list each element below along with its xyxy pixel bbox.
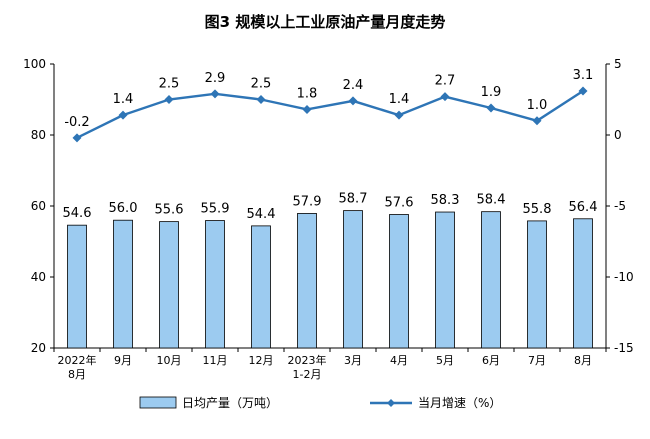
bar-data-label: 58.7 <box>339 192 368 207</box>
bar <box>251 225 271 349</box>
y-left-tick-label: 40 <box>31 270 46 284</box>
bar <box>435 211 455 349</box>
legend: 日均产量（万吨） 当月增速（%） <box>139 396 501 410</box>
bar-data-label: 56.4 <box>569 200 598 215</box>
line-data-label: 2.5 <box>159 77 180 92</box>
bar <box>113 219 133 349</box>
line-data-label: 1.8 <box>297 86 318 101</box>
line-point <box>486 103 496 113</box>
line-data-label: 2.9 <box>205 71 226 86</box>
y-left-tick-label: 20 <box>31 341 46 355</box>
line-data-label: 2.4 <box>343 78 364 93</box>
line-point <box>210 89 220 99</box>
y-right-tick-label: 5 <box>614 57 622 71</box>
bar <box>389 214 409 349</box>
bar-data-label: 55.8 <box>523 202 552 217</box>
bar <box>159 221 179 349</box>
bar-data-label: 58.3 <box>431 193 460 208</box>
line-data-label: 2.7 <box>435 74 456 89</box>
y-left-tick-label: 100 <box>23 57 46 71</box>
bar <box>527 220 547 349</box>
bar <box>343 210 363 349</box>
bar-data-label: 57.9 <box>293 194 322 209</box>
x-tick-label: 2023年 <box>288 353 327 367</box>
line-point <box>394 110 404 120</box>
bar <box>481 211 501 349</box>
legend-line-label: 当月增速（%） <box>418 396 501 410</box>
legend-bar-swatch <box>139 396 177 409</box>
chart-title: 图3 规模以上工业原油产量月度走势 <box>205 13 446 31</box>
line-series <box>72 86 588 143</box>
line-data-label: 1.0 <box>527 98 548 113</box>
x-tick-label: 11月 <box>203 354 228 367</box>
line-data-label: 1.9 <box>481 85 502 100</box>
x-tick-label: 3月 <box>344 354 362 367</box>
line-point <box>440 92 450 102</box>
bar <box>205 220 225 349</box>
line-point <box>302 104 312 114</box>
x-tick-label: 6月 <box>482 354 500 367</box>
y-right-tick-label: -10 <box>614 270 634 284</box>
data-labels: 54.6 56.0 55.6 55.9 54.4 57.9 58.7 57.6 58.3 58.4… <box>63 68 598 222</box>
x-tick-label: 9月 <box>114 354 132 367</box>
x-tick-label: 1-2月 <box>293 368 322 381</box>
line-data-label: 3.1 <box>573 68 594 83</box>
line-path <box>76 89 584 139</box>
line-point <box>256 95 266 104</box>
x-tick-label: 8月 <box>574 354 592 367</box>
x-tick-label: 10月 <box>157 354 182 367</box>
legend-line-marker <box>387 399 395 407</box>
line-point <box>348 96 358 106</box>
line-point <box>532 116 542 126</box>
x-tick-label: 12月 <box>249 354 274 367</box>
line-data-label: -0.2 <box>64 115 89 130</box>
line-point <box>118 110 128 120</box>
line-data-label: 1.4 <box>113 92 134 107</box>
bar-series <box>67 210 593 349</box>
bar <box>297 213 317 349</box>
x-tick-label: 8月 <box>68 368 86 381</box>
bar-data-label: 54.6 <box>63 206 92 221</box>
line-point <box>72 133 82 143</box>
line-data-label: 1.4 <box>389 92 410 107</box>
bar-data-label: 58.4 <box>477 193 506 208</box>
x-tick-label: 7月 <box>528 354 546 367</box>
x-tick-label: 5月 <box>436 354 454 367</box>
bar-data-label: 56.0 <box>109 201 138 216</box>
line-point <box>578 86 588 96</box>
bar-data-label: 57.6 <box>385 196 414 211</box>
x-tick-label: 2022年 <box>58 353 97 367</box>
y-right-tick-label: 0 <box>614 128 622 142</box>
line-data-label: 2.5 <box>251 77 272 92</box>
line-point <box>164 95 174 104</box>
bar-data-label: 55.6 <box>155 203 184 218</box>
x-tick-label: 4月 <box>390 354 408 367</box>
y-left-tick-label: 60 <box>31 199 46 213</box>
legend-bar-label: 日均产量（万吨） <box>182 396 278 410</box>
y-left-tick-label: 80 <box>31 128 46 142</box>
bar <box>67 224 87 349</box>
y-right-tick-label: -5 <box>614 199 626 213</box>
bar <box>573 218 593 349</box>
bar-data-label: 54.4 <box>247 207 276 222</box>
y-right-tick-label: -15 <box>614 341 634 355</box>
bar-data-label: 55.9 <box>201 202 230 217</box>
